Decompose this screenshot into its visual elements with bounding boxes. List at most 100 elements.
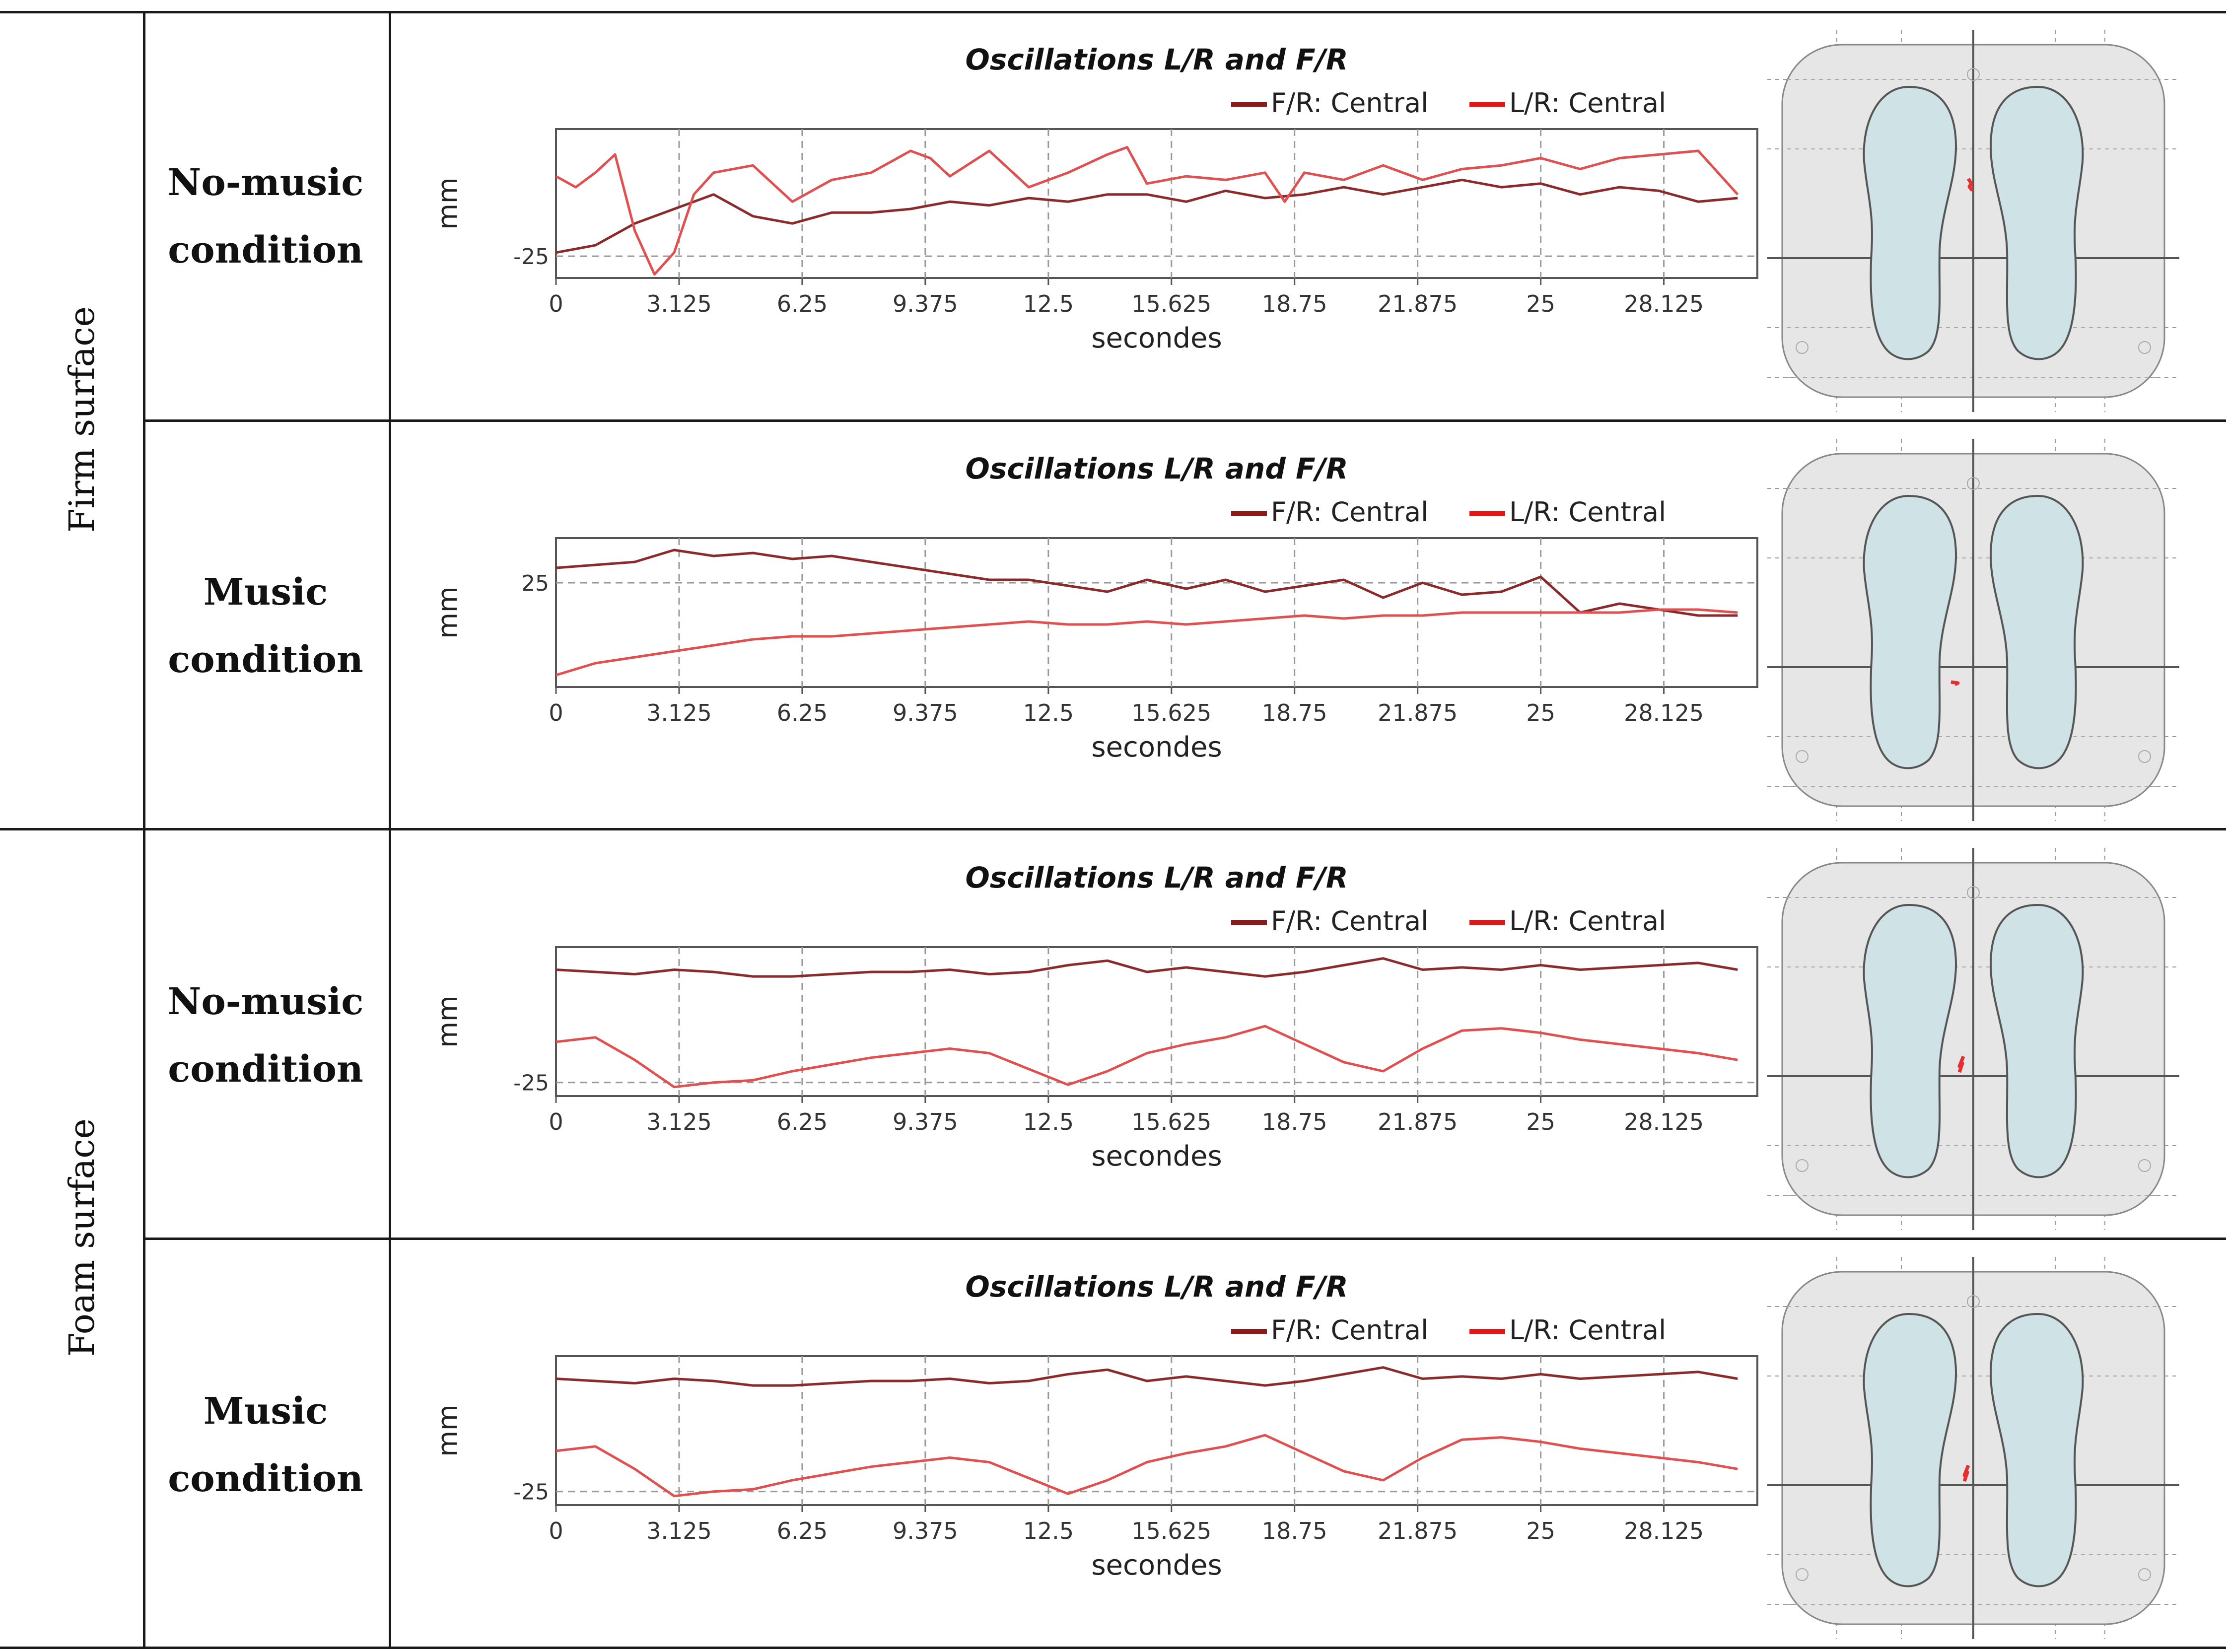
plate-marker bbox=[1796, 341, 1809, 354]
condition-line-1: No-music bbox=[167, 161, 364, 204]
stabilometric-platform bbox=[1767, 848, 2179, 1230]
x-tick-label: 18.75 bbox=[1262, 1517, 1327, 1544]
left-foot-outline bbox=[1863, 903, 1957, 1178]
plate-marker bbox=[2138, 341, 2151, 354]
legend: F/R: Central L/R: Central bbox=[1231, 1314, 1666, 1346]
condition-line-1: Music bbox=[203, 571, 328, 614]
condition-label: Music condition bbox=[141, 558, 390, 693]
x-tick-label: 28.125 bbox=[1624, 699, 1704, 726]
cop-trace bbox=[1957, 1055, 1965, 1073]
plate-marker bbox=[1796, 1568, 1809, 1581]
plate-marker bbox=[1796, 750, 1809, 763]
cop-trace bbox=[1950, 680, 1960, 687]
x-axis-label: secondes bbox=[1091, 731, 1222, 763]
x-tick-label: 25 bbox=[1526, 1517, 1555, 1544]
left-foot-outline bbox=[1863, 85, 1957, 360]
plate-marker bbox=[1967, 68, 1980, 81]
condition-label: No-music condition bbox=[141, 968, 390, 1103]
series-line-fr bbox=[556, 957, 1738, 978]
x-tick-label: 0 bbox=[549, 1108, 563, 1135]
oscillation-chart: Oscillations L/R and F/R F/R: Central L/R:… bbox=[432, 861, 1758, 1172]
chart-title: Oscillations L/R and F/R bbox=[965, 452, 1348, 485]
y-axis-label: mm bbox=[432, 177, 463, 229]
x-tick-label: 0 bbox=[549, 290, 563, 317]
legend: F/R: Central L/R: Central bbox=[1231, 496, 1666, 528]
legend-label: L/R: Central bbox=[1509, 1314, 1666, 1346]
series-line-fr bbox=[556, 1366, 1738, 1387]
legend-label: F/R: Central bbox=[1271, 87, 1428, 119]
x-tick-label: 0 bbox=[549, 699, 563, 726]
legend: F/R: Central L/R: Central bbox=[1231, 905, 1666, 937]
condition-label: Music condition bbox=[141, 1377, 390, 1513]
plate-marker bbox=[1967, 886, 1980, 899]
oscillation-chart: Oscillations L/R and F/R F/R: Central L/R:… bbox=[432, 452, 1758, 763]
plate-marker bbox=[1967, 477, 1980, 490]
rule-top bbox=[0, 11, 2226, 13]
x-tick-label: 21.875 bbox=[1378, 1517, 1458, 1544]
x-tick-label: 6.25 bbox=[777, 1108, 828, 1135]
x-tick-label: 18.75 bbox=[1262, 1108, 1327, 1135]
x-tick-label: 9.375 bbox=[893, 290, 958, 317]
x-tick-label: 12.5 bbox=[1023, 1108, 1074, 1135]
x-axis-label: secondes bbox=[1091, 1140, 1222, 1172]
x-tick-label: 9.375 bbox=[893, 1517, 958, 1544]
x-axis-label: secondes bbox=[1091, 1549, 1222, 1582]
cop-trace bbox=[1966, 178, 1974, 192]
x-tick-label: 3.125 bbox=[646, 1517, 712, 1544]
y-tick-label: 25 bbox=[521, 571, 549, 596]
x-tick-label: 3.125 bbox=[646, 290, 712, 317]
chart-title: Oscillations L/R and F/R bbox=[965, 861, 1348, 895]
rule-col-1 bbox=[143, 11, 145, 1649]
legend-label: L/R: Central bbox=[1509, 496, 1666, 528]
x-tick-label: 21.875 bbox=[1378, 290, 1458, 317]
condition-line-1: Music bbox=[203, 1390, 328, 1433]
rule-col-2 bbox=[389, 11, 391, 1649]
x-tick-label: 9.375 bbox=[893, 699, 958, 726]
condition-line-2: condition bbox=[168, 229, 363, 272]
rule-bottom bbox=[0, 1647, 2226, 1649]
plot-area bbox=[555, 128, 1758, 279]
x-tick-label: 15.625 bbox=[1131, 290, 1211, 317]
right-foot-outline bbox=[1989, 903, 2084, 1178]
stabilometric-platform bbox=[1767, 439, 2179, 821]
y-tick-label: -25 bbox=[513, 1480, 549, 1505]
plate-marker bbox=[1967, 1295, 1980, 1308]
x-tick-label: 15.625 bbox=[1131, 1517, 1211, 1544]
legend-label: F/R: Central bbox=[1271, 1314, 1428, 1346]
x-tick-label: 21.875 bbox=[1378, 1108, 1458, 1135]
oscillation-chart: Oscillations L/R and F/R F/R: Central L/R:… bbox=[432, 1270, 1758, 1582]
left-foot-outline bbox=[1863, 494, 1957, 769]
x-tick-label: 0 bbox=[549, 1517, 563, 1544]
legend: F/R: Central L/R: Central bbox=[1231, 87, 1666, 119]
y-axis-label: mm bbox=[432, 586, 463, 638]
surface-label-foam: Foam surface bbox=[62, 1118, 102, 1357]
condition-label: No-music condition bbox=[141, 149, 390, 284]
series-line-lr bbox=[555, 146, 1739, 276]
legend-label: L/R: Central bbox=[1509, 905, 1666, 937]
x-tick-label: 25 bbox=[1526, 699, 1555, 726]
x-axis-label: secondes bbox=[1091, 322, 1222, 354]
x-tick-label: 15.625 bbox=[1131, 699, 1211, 726]
x-tick-label: 3.125 bbox=[646, 699, 712, 726]
rule-row-3 bbox=[144, 1238, 2226, 1240]
legend-label: F/R: Central bbox=[1271, 496, 1428, 528]
condition-line-2: condition bbox=[168, 1457, 363, 1500]
x-tick-label: 28.125 bbox=[1624, 1517, 1704, 1544]
x-tick-label: 15.625 bbox=[1131, 1108, 1211, 1135]
left-foot-outline bbox=[1863, 1312, 1957, 1587]
legend-label: L/R: Central bbox=[1509, 87, 1666, 119]
condition-line-2: condition bbox=[168, 638, 363, 681]
series-line-lr bbox=[556, 608, 1738, 677]
right-foot-outline bbox=[1989, 1312, 2084, 1587]
chart-title: Oscillations L/R and F/R bbox=[965, 1270, 1348, 1304]
right-foot-outline bbox=[1989, 85, 2084, 360]
series-line-lr bbox=[556, 1025, 1738, 1089]
x-tick-label: 28.125 bbox=[1624, 290, 1704, 317]
stabilometric-platform bbox=[1767, 1257, 2179, 1639]
y-tick-label: -25 bbox=[513, 244, 549, 270]
series-line-fr bbox=[556, 549, 1738, 617]
rule-group bbox=[0, 828, 2226, 830]
x-tick-label: 18.75 bbox=[1262, 699, 1327, 726]
x-tick-label: 12.5 bbox=[1023, 290, 1074, 317]
